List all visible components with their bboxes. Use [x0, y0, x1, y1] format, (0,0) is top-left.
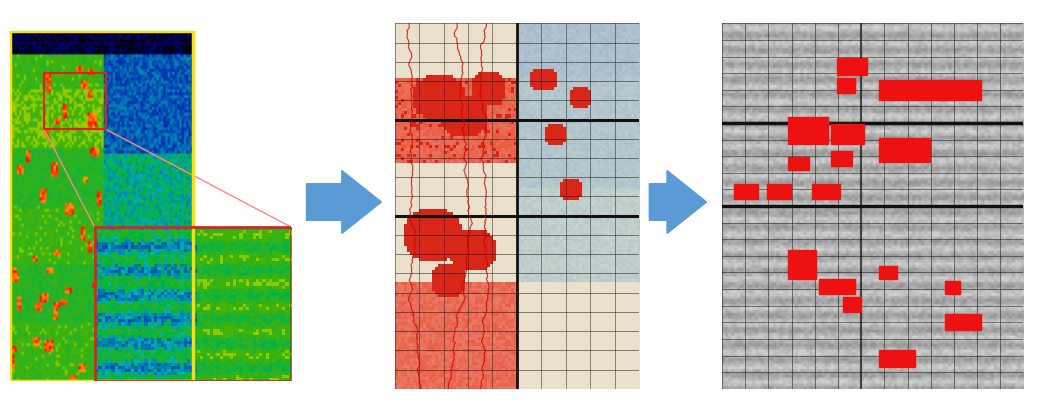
Bar: [789, 250, 816, 279]
Bar: [95, 228, 291, 381]
Bar: [44, 74, 106, 130]
Bar: [945, 314, 981, 330]
Bar: [879, 81, 945, 101]
FancyArrow shape: [307, 171, 381, 234]
Bar: [879, 267, 897, 279]
Bar: [939, 81, 981, 101]
Bar: [879, 350, 915, 367]
Bar: [819, 279, 855, 294]
Bar: [812, 185, 840, 199]
Bar: [10, 32, 193, 381]
Bar: [830, 124, 863, 145]
Bar: [789, 117, 827, 145]
Bar: [789, 157, 809, 170]
Bar: [830, 152, 852, 166]
Bar: [945, 281, 960, 294]
Bar: [836, 79, 855, 94]
Bar: [836, 59, 867, 75]
Bar: [735, 185, 758, 199]
Bar: [879, 139, 930, 163]
Bar: [767, 185, 792, 199]
Bar: [843, 298, 860, 312]
FancyArrow shape: [649, 171, 707, 234]
